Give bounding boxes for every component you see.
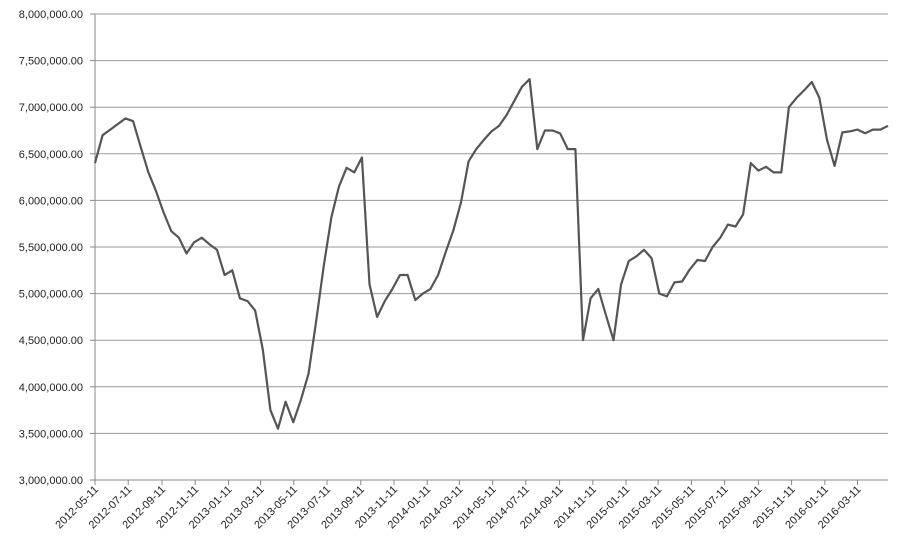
y-tick-label: 8,000,000.00 [19,9,83,21]
y-tick-label: 5,500,000.00 [19,242,83,254]
y-tick-label: 5,000,000.00 [19,289,83,301]
y-tick-label: 3,000,000.00 [19,475,83,487]
y-tick-label: 4,000,000.00 [19,382,83,394]
data-line [93,78,889,430]
y-tick-label: 7,500,000.00 [19,56,83,68]
y-tick-label: 6,500,000.00 [19,149,83,161]
y-tick-label: 6,000,000.00 [19,195,83,207]
y-tick-label: 7,000,000.00 [19,102,83,114]
y-tick-label: 3,500,000.00 [19,428,83,440]
y-tick-label: 4,500,000.00 [19,335,83,347]
